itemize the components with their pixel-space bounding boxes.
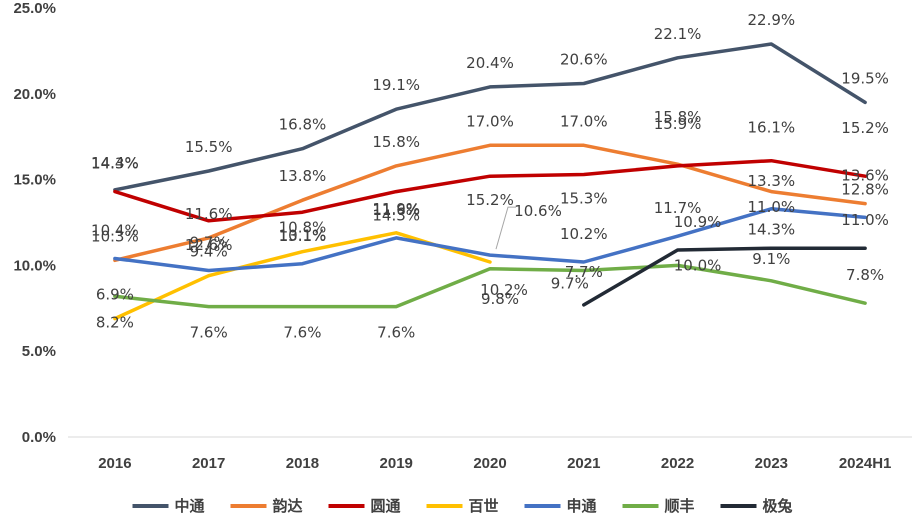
series-line-6 — [582, 246, 867, 307]
data-label: 14.3% — [91, 155, 139, 173]
legend-label: 申通 — [567, 497, 597, 515]
data-label: 15.9% — [654, 115, 702, 133]
legend-label: 顺丰 — [665, 497, 695, 515]
series-line-1 — [113, 143, 867, 263]
data-label: 8.2% — [96, 313, 134, 331]
data-label: 11.6% — [185, 205, 233, 223]
legend-label: 极兔 — [763, 497, 793, 515]
data-label: 9.8% — [481, 290, 519, 308]
legend-item: 顺丰 — [622, 497, 695, 515]
y-tick-label: 5.0% — [22, 343, 56, 360]
data-label: 9.1% — [752, 250, 790, 268]
data-label: 15.2% — [466, 191, 514, 209]
data-label: 7.7% — [565, 263, 603, 281]
data-label: 11.6% — [372, 201, 420, 219]
data-label: 10.6% — [514, 202, 562, 220]
data-label: 15.2% — [841, 119, 889, 137]
data-label: 13.1% — [279, 227, 327, 245]
data-label: 9.7% — [190, 234, 228, 252]
data-label: 16.8% — [279, 116, 327, 134]
data-label: 10.4% — [91, 222, 139, 240]
data-label: 11.0% — [748, 198, 796, 216]
y-tick-label: 10.0% — [13, 257, 56, 274]
series-line-0 — [113, 42, 867, 192]
y-tick-label: 0.0% — [22, 429, 56, 446]
data-label: 7.6% — [283, 324, 321, 342]
data-label: 15.8% — [372, 133, 420, 151]
data-label: 13.8% — [279, 167, 327, 185]
data-label: 20.6% — [560, 51, 608, 69]
axes: 0.0% 5.0% 10.0% 15.0% 20.0% 25.0% 2016 2017 2018… — [13, 0, 912, 472]
data-label: 19.1% — [372, 76, 420, 94]
y-tick-label: 25.0% — [13, 0, 56, 17]
data-label: 10.8% — [279, 219, 327, 237]
data-label: 20.4% — [466, 54, 514, 72]
data-label: 10.1% — [279, 227, 327, 245]
leader-line — [495, 206, 516, 250]
legend-label: 韵达 — [273, 497, 303, 515]
data-label: 9.7% — [551, 275, 589, 293]
data-label: 13.3% — [748, 172, 796, 190]
legend-item: 圆通 — [328, 497, 401, 515]
data-label: 19.5% — [841, 69, 889, 87]
data-label: 11.7% — [654, 199, 702, 217]
x-tick-label: 2019 — [380, 455, 413, 472]
data-label: 13.6% — [841, 167, 889, 185]
x-tick-label: 2017 — [192, 455, 225, 472]
series-line-2 — [113, 158, 867, 223]
data-label: 14.4% — [91, 154, 139, 172]
series-lines — [113, 42, 867, 321]
x-tick-label: 2024H1 — [839, 455, 892, 472]
legend-item: 韵达 — [230, 497, 303, 515]
data-label: 10.0% — [674, 256, 722, 274]
data-label: 6.9% — [96, 286, 134, 304]
x-tick-label: 2021 — [567, 455, 600, 472]
x-tick-label: 2020 — [473, 455, 506, 472]
data-label: 10.2% — [560, 225, 608, 243]
data-label: 11.9% — [372, 200, 420, 218]
data-label: 14.3% — [372, 207, 420, 225]
data-label: 22.1% — [654, 25, 702, 43]
data-label: 22.9% — [748, 11, 796, 29]
data-label: 16.1% — [748, 119, 796, 137]
data-label: 7.8% — [846, 266, 884, 284]
x-tick-label: 2016 — [98, 455, 131, 472]
data-label: 15.8% — [654, 108, 702, 126]
data-label: 12.8% — [841, 180, 889, 198]
data-label: 17.0% — [466, 112, 514, 130]
series-line-4 — [113, 207, 867, 273]
x-tick-label: 2022 — [661, 455, 694, 472]
data-label: 7.6% — [190, 324, 228, 342]
legend-item: 极兔 — [720, 497, 793, 515]
legend-label: 圆通 — [371, 497, 401, 515]
y-tick-label: 20.0% — [13, 86, 56, 103]
legend-item: 申通 — [524, 497, 597, 515]
legend-label: 中通 — [175, 497, 205, 515]
data-label: 12.6% — [185, 236, 233, 254]
data-label: 10.2% — [480, 281, 528, 299]
data-label: 11.0% — [841, 211, 889, 229]
x-tick-label: 2023 — [755, 455, 788, 472]
data-label: 10.3% — [91, 227, 139, 245]
y-tick-label: 15.0% — [13, 172, 56, 189]
x-tick-label: 2018 — [286, 455, 319, 472]
data-label: 15.5% — [185, 138, 233, 156]
legend-label: 百世 — [469, 497, 499, 515]
legend-item: 中通 — [132, 497, 205, 515]
data-label: 9.4% — [190, 243, 228, 261]
series-line-5 — [113, 263, 867, 309]
legend: 中通 韵达 圆通 百世 申通 顺丰 极兔 — [132, 497, 793, 515]
data-label: 15.3% — [560, 189, 608, 207]
data-label: 10.9% — [674, 213, 722, 231]
legend-item: 百世 — [426, 497, 499, 515]
data-labels: 14.4% 15.5% 16.8% 19.1% 20.4% 20.6% 22.1% 22.9%… — [91, 11, 889, 342]
data-label: 7.6% — [377, 324, 415, 342]
data-label: 17.0% — [560, 112, 608, 130]
data-label: 14.3% — [748, 221, 796, 239]
